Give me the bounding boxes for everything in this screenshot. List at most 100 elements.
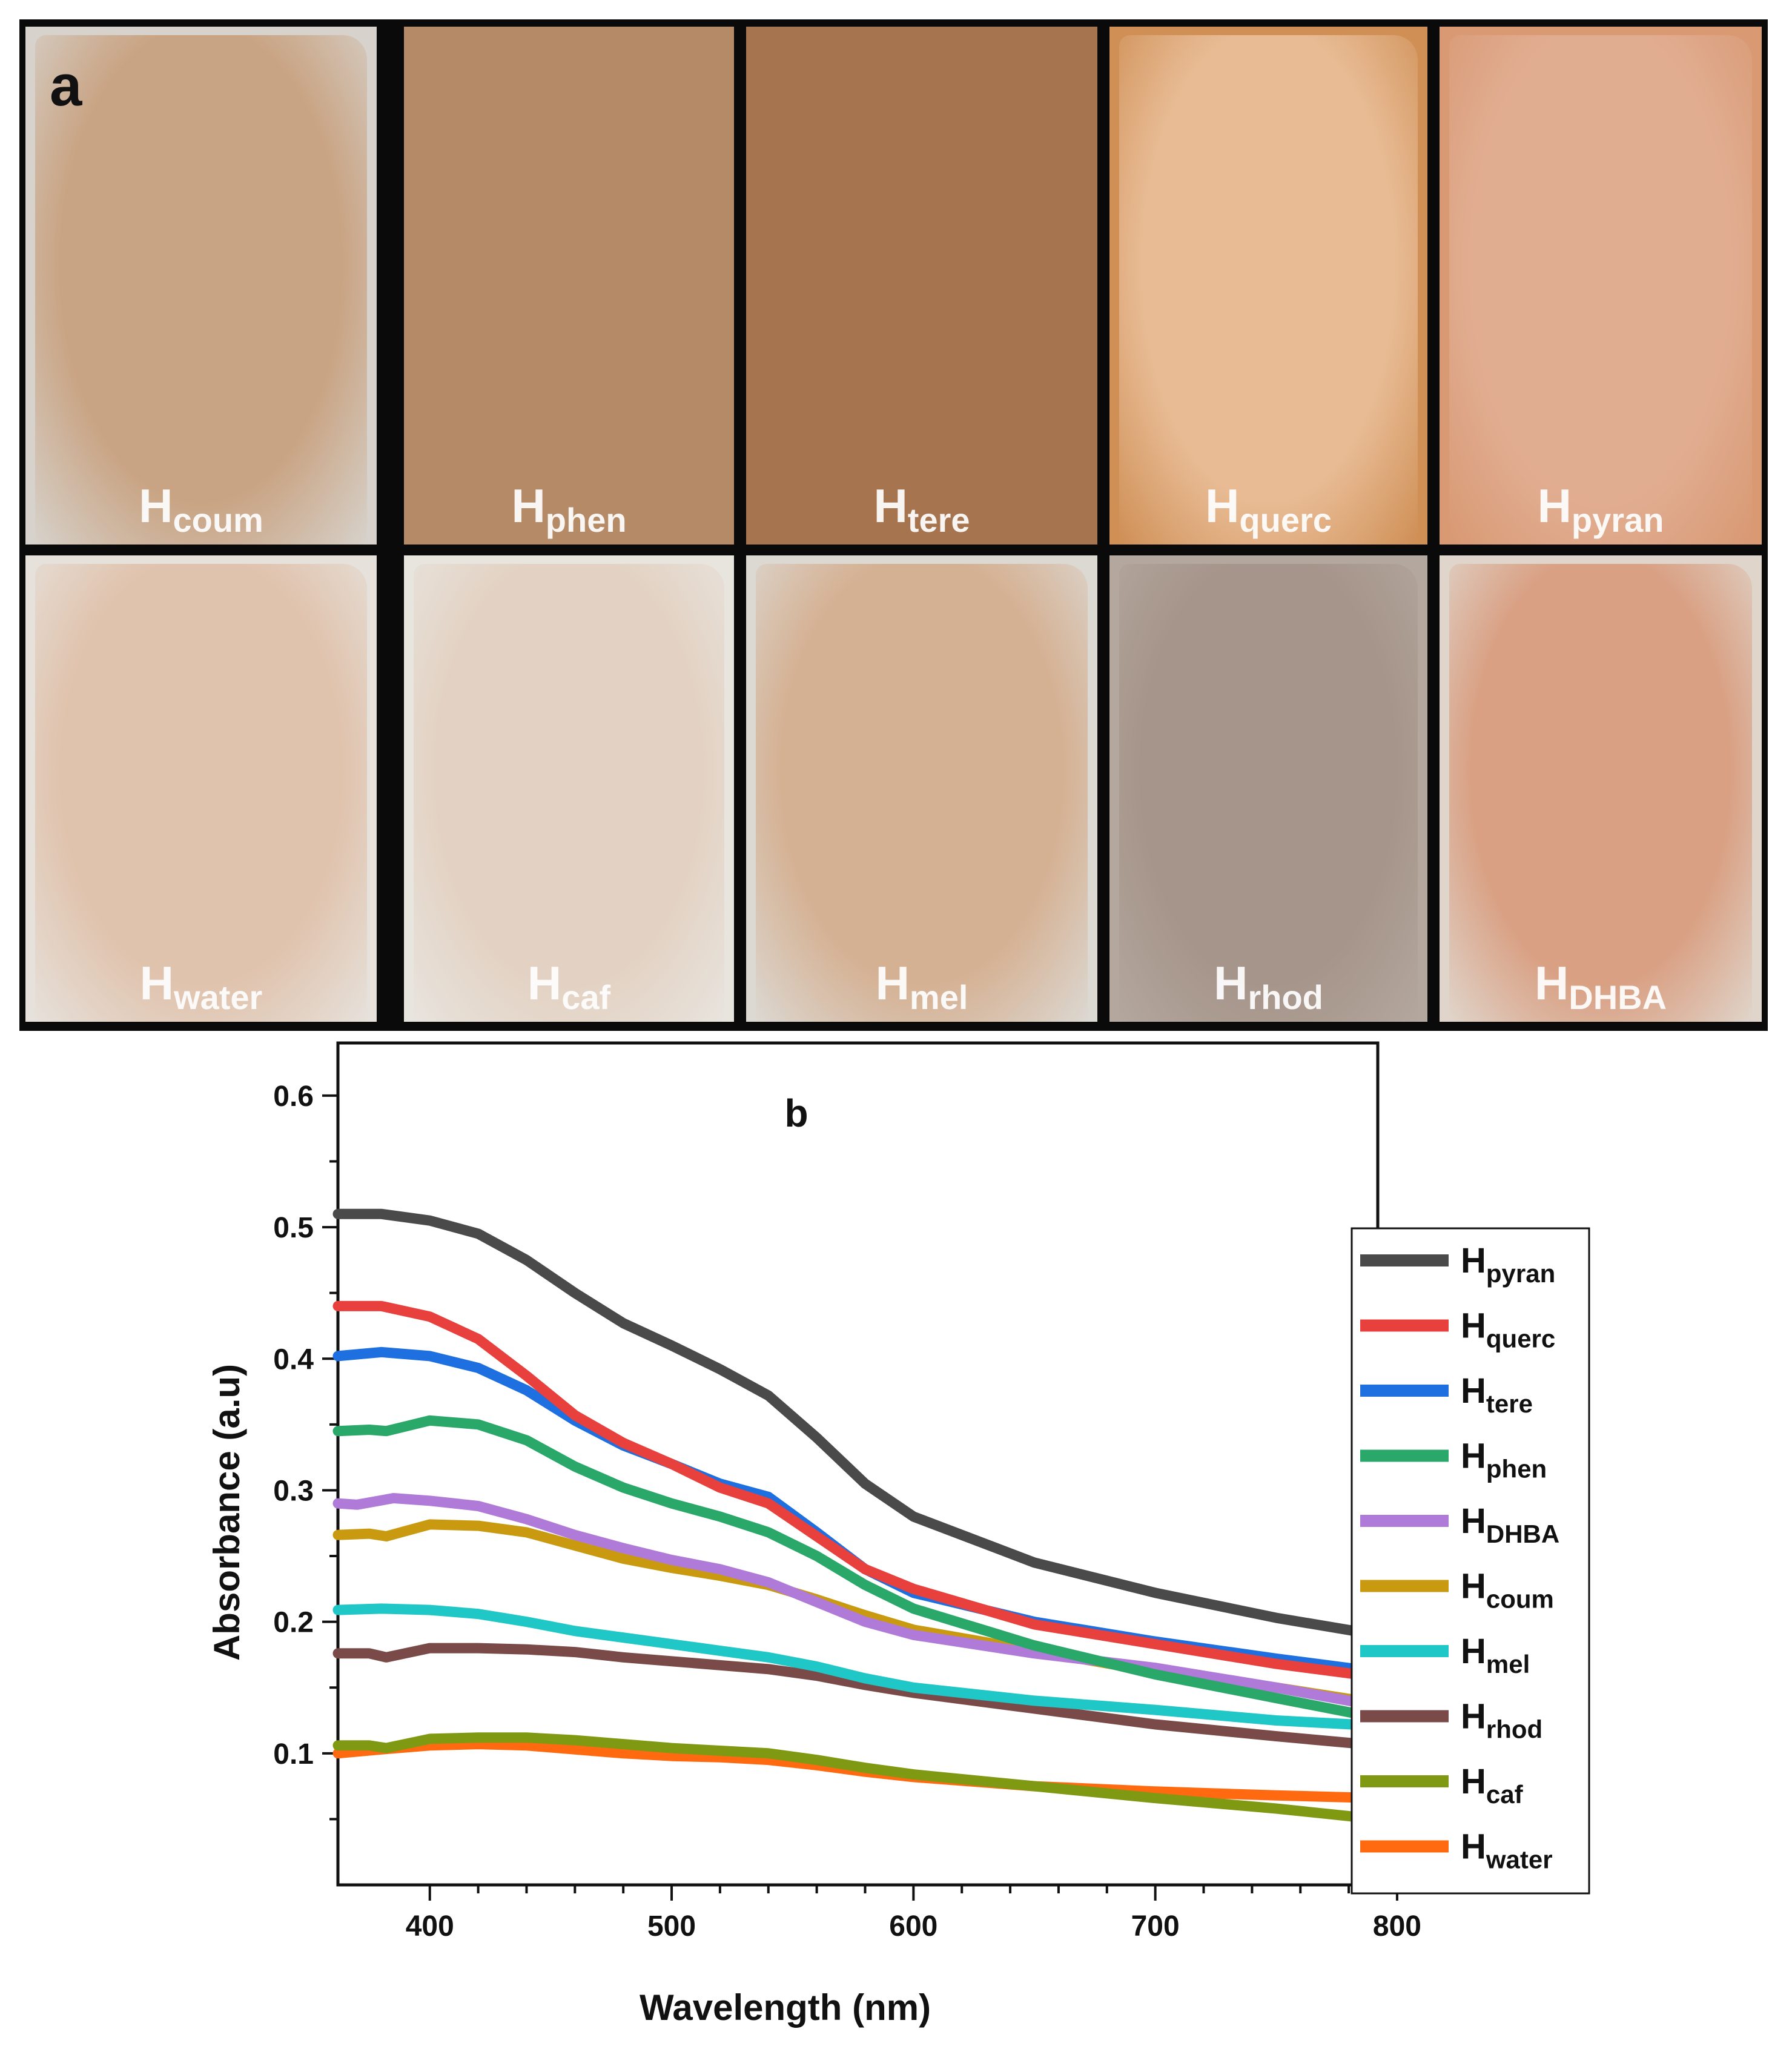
photo-tile-pyran: Hpyran [1440,27,1762,545]
legend-label-main: H [1461,1241,1486,1280]
hydrogel-sheet [414,35,724,545]
legend-label-mel: Hmel [1461,1632,1530,1678]
legend-label-coum: Hcoum [1461,1567,1554,1614]
photo-tile-caf: Hcaf [404,555,734,1022]
legend-label-sub: water [1486,1846,1553,1874]
hydrogel-sheet [1449,35,1752,545]
panel-a-letter: a [50,53,82,118]
hydrogel-sheet [756,35,1088,545]
legend-label-pyran: Hpyran [1461,1241,1555,1288]
y-tick-label: 0.4 [273,1343,314,1376]
tile-label: HDHBA [1440,956,1762,1016]
legend-label-main: H [1461,1501,1486,1541]
x-tick-label: 800 [1373,1910,1421,1942]
series-line-mel [332,1603,1383,1731]
tile-label-sub: rhod [1248,978,1323,1016]
series-line-querc [332,1300,1383,1683]
photo-grid-panel-a: Hcoum Hphen Htere Hquerc Hpyran Hwater Hcaf Hme… [19,19,1768,1031]
y-axis-title: Absorbance (a.u) [207,1364,247,1661]
photo-tile-querc: Hquerc [1109,27,1427,545]
tile-label-sub: tere [907,501,970,539]
photo-tile-mel: Hmel [746,555,1097,1022]
legend-label-dhba: HDHBA [1461,1501,1559,1548]
hydrogel-sheet [35,35,367,545]
tile-label: Hphen [404,478,734,539]
legend-label-tere: Htere [1461,1371,1533,1418]
y-tick-label: 0.6 [273,1081,314,1113]
legend-label-sub: rhod [1486,1715,1542,1744]
photo-tile-tere: Htere [746,27,1097,545]
tile-label-sub: pyran [1571,501,1664,539]
tile-label-main: H [527,956,562,1010]
series-line-caf [332,1732,1383,1824]
y-tick-label: 0.1 [273,1738,314,1770]
legend-label-caf: Hcaf [1461,1762,1524,1809]
legend-label-main: H [1461,1762,1486,1801]
legend-label-main: H [1461,1567,1486,1606]
legend-label-phen: Hphen [1461,1437,1547,1483]
tile-label-sub: coum [173,501,263,539]
photo-tile-rhod: Hrhod [1109,555,1427,1022]
tile-label-main: H [139,479,173,532]
tile-label-main: H [1534,956,1569,1010]
legend-label-querc: Hquerc [1461,1306,1555,1353]
y-tick-label: 0.5 [273,1212,314,1244]
tile-label-main: H [139,956,174,1010]
legend-label-sub: DHBA [1486,1520,1559,1548]
legend-label-sub: pyran [1486,1259,1555,1288]
legend-label-sub: tere [1486,1389,1533,1418]
tile-label: Htere [746,478,1097,539]
legend-label-main: H [1461,1371,1486,1411]
photo-tile-coum: Hcoum [25,27,377,545]
tile-label-sub: phen [545,501,627,539]
x-tick-label: 700 [1131,1910,1180,1942]
hydrogel-sheet [414,564,724,1022]
tile-label-sub: DHBA [1569,978,1667,1016]
tile-label: Hcaf [404,956,734,1016]
tile-label-main: H [511,479,546,532]
legend-label-main: H [1461,1306,1486,1346]
tile-label-sub: water [174,978,263,1016]
tile-label: Hcoum [25,478,377,539]
tile-label-sub: caf [561,978,611,1016]
tile-label-main: H [1214,956,1248,1010]
legend-label-main: H [1461,1437,1486,1476]
hydrogel-sheet [35,564,367,1022]
tile-label-sub: mel [909,978,968,1016]
tile-label-main: H [1537,479,1572,532]
y-tick-label: 0.2 [273,1607,314,1639]
photo-tile-water: Hwater [25,555,377,1022]
legend-label-water: Hwater [1461,1827,1553,1874]
legend-label-main: H [1461,1697,1486,1736]
series-line-phen [332,1415,1383,1723]
tile-label: Hquerc [1109,478,1427,539]
legend-label-rhod: Hrhod [1461,1697,1542,1744]
hydrogel-sheet [1449,564,1752,1022]
y-tick-label: 0.3 [273,1475,314,1507]
tile-label-main: H [873,479,908,532]
hydrogel-sheet [756,564,1088,1022]
tile-label: Hmel [746,956,1097,1016]
x-tick-label: 600 [889,1910,937,1942]
legend-label-sub: querc [1486,1325,1555,1353]
tile-label-sub: querc [1239,501,1332,539]
tile-label: Hwater [25,956,377,1016]
x-axis-title: Wavelength (nm) [640,1987,931,2028]
legend-label-main: H [1461,1632,1486,1671]
hydrogel-sheet [1119,564,1418,1022]
tile-label-main: H [1205,479,1240,532]
photo-tile-phen: Hphen [404,27,734,545]
tile-label: Hpyran [1440,478,1762,539]
series-line-rhod [332,1643,1383,1751]
x-tick-label: 400 [406,1910,454,1942]
legend-label-sub: mel [1486,1650,1530,1678]
tile-label: Hrhod [1109,956,1427,1016]
legend-label-sub: coum [1486,1585,1554,1614]
tile-label-main: H [875,956,910,1010]
legend-label-sub: caf [1486,1780,1524,1809]
photo-tile-dhba: HDHBA [1440,555,1762,1022]
series-line-dhba [332,1493,1383,1712]
plot-frame [336,1041,1380,1887]
series-line-pyran [332,1208,1383,1640]
